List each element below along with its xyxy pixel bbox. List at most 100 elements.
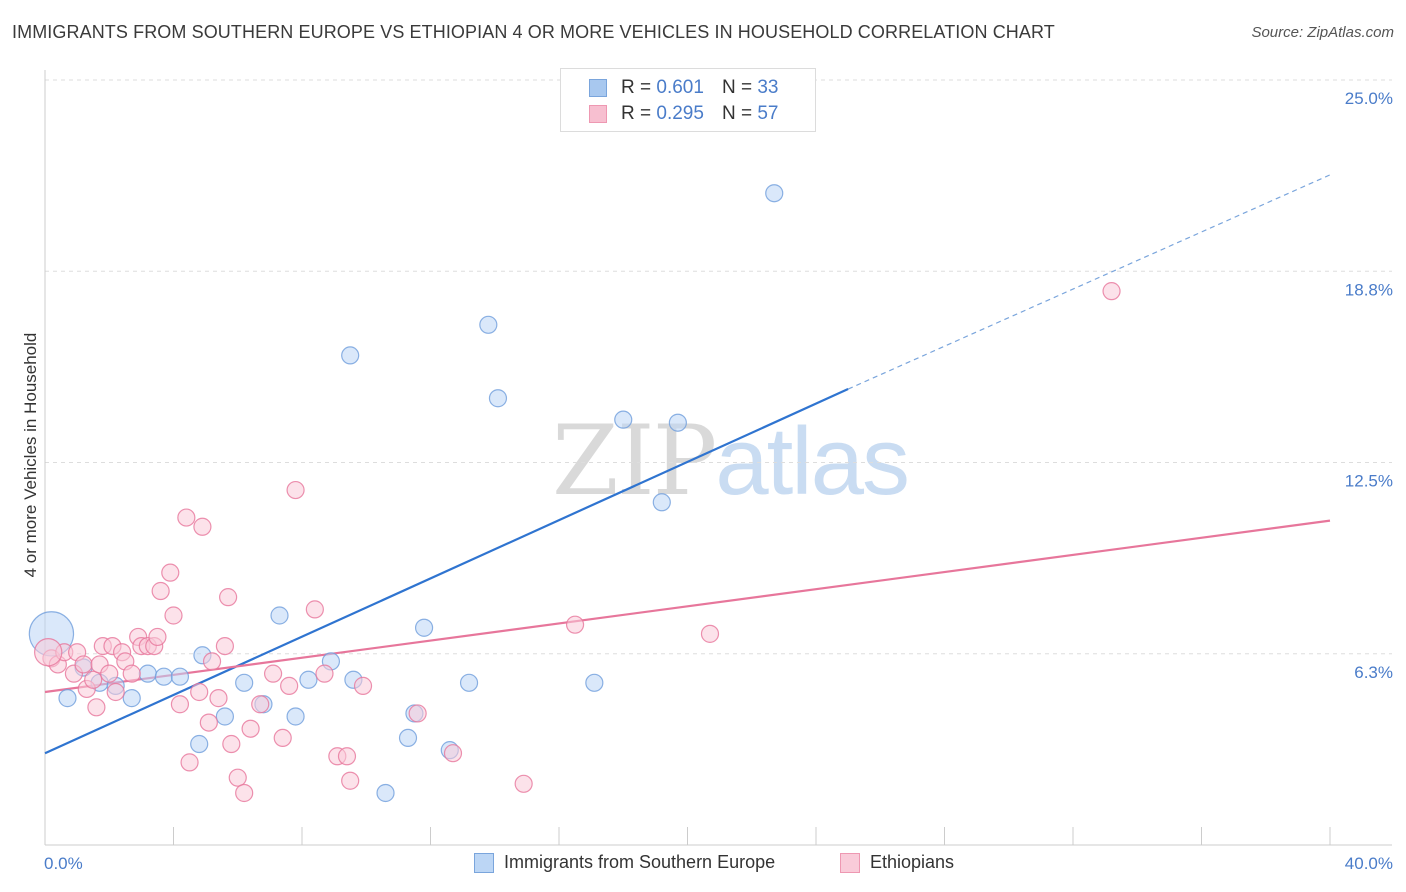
point-ethiopians — [700, 624, 720, 643]
trend-line-ethiopians — [44, 519, 1331, 694]
legend-r-value: 0.295 — [656, 103, 704, 124]
point-southern-europe — [414, 618, 434, 637]
point-ethiopians — [190, 682, 209, 702]
legend-label: Ethiopians — [870, 852, 955, 872]
source-label: Source: ZipAtlas.com — [1251, 24, 1394, 41]
point-ethiopians — [215, 636, 234, 656]
point-southern-europe — [299, 670, 318, 689]
tick-labels: 6.3% 12.5% 18.8% 25.0% 0.0% 40.0% — [44, 89, 1393, 873]
point-ethiopians — [353, 676, 373, 695]
point-ethiopians — [106, 682, 125, 702]
legend-row-southern-europe: R = 0.601 N = 33 — [589, 75, 778, 101]
point-ethiopians — [100, 664, 119, 683]
series-legend: Immigrants from Southern Europe Ethiopia… — [0, 852, 1406, 878]
point-southern-europe — [170, 667, 190, 686]
legend-swatch-pink — [840, 852, 860, 873]
point-ethiopians — [151, 581, 170, 601]
point-ethiopians — [273, 728, 292, 748]
point-ethiopians — [193, 517, 212, 536]
axes — [44, 70, 1392, 846]
point-ethiopians — [148, 627, 167, 647]
point-southern-europe — [376, 783, 395, 803]
point-ethiopians — [177, 508, 196, 527]
point-southern-europe — [154, 667, 173, 686]
legend-n-label: N = — [721, 103, 753, 124]
point-ethiopians — [443, 744, 463, 763]
point-southern-europe — [138, 664, 157, 683]
point-southern-europe — [341, 346, 360, 365]
trend-line-southern-europe-extension — [847, 174, 1331, 390]
y-tick-label: 12.5% — [1345, 472, 1393, 491]
point-ethiopians — [235, 783, 254, 803]
point-southern-europe — [58, 689, 77, 708]
y-tick-label: 18.8% — [1345, 280, 1393, 299]
point-ethiopians — [408, 704, 427, 723]
point-ethiopians — [164, 606, 183, 625]
point-ethiopians — [222, 734, 241, 754]
point-southern-europe — [614, 410, 633, 429]
legend-swatch-blue — [474, 852, 494, 873]
point-ethiopians — [199, 713, 218, 732]
x-tick-label: 40.0% — [1345, 854, 1393, 873]
legend-n-label: N = — [721, 77, 753, 98]
y-tick-label: 25.0% — [1345, 89, 1393, 108]
point-ethiopians — [170, 695, 190, 714]
x-tick-label: 0.0% — [44, 854, 83, 873]
point-southern-europe — [270, 606, 289, 625]
point-ethiopians — [74, 655, 93, 674]
point-ethiopians — [87, 698, 106, 717]
point-ethiopians — [565, 615, 585, 634]
point-southern-europe — [215, 707, 234, 726]
point-ethiopians — [315, 664, 334, 683]
point-southern-europe — [668, 413, 687, 432]
point-southern-europe — [488, 389, 508, 408]
point-ethiopians — [305, 600, 324, 619]
legend-swatch-blue — [589, 79, 607, 97]
legend-r-label: R = — [621, 77, 652, 98]
point-ethiopians — [122, 664, 141, 683]
point-ethiopians — [251, 695, 270, 714]
trend-line-southern-europe — [44, 388, 849, 755]
point-ethiopians — [34, 638, 63, 667]
point-southern-europe — [459, 673, 479, 692]
point-ethiopians — [241, 719, 260, 738]
legend-r-value: 0.601 — [656, 77, 704, 98]
legend-label: Immigrants from Southern Europe — [504, 852, 776, 872]
point-ethiopians — [341, 771, 360, 790]
point-ethiopians — [280, 676, 299, 695]
point-southern-europe — [398, 728, 418, 748]
gridlines — [45, 79, 1392, 655]
point-southern-europe — [286, 707, 305, 726]
point-southern-europe — [585, 673, 604, 692]
legend-r-label: R = — [621, 103, 652, 124]
point-southern-europe — [765, 184, 784, 203]
point-southern-europe — [190, 734, 209, 754]
legend-swatch-pink — [589, 105, 607, 123]
legend-row-ethiopians: R = 0.295 N = 57 — [589, 101, 778, 127]
point-ethiopians — [1102, 282, 1121, 301]
legend-n-value: 57 — [757, 103, 779, 124]
point-southern-europe — [122, 689, 141, 708]
trend-lines — [44, 174, 1331, 755]
legend-n-value: 33 — [757, 77, 779, 98]
point-southern-europe — [652, 493, 671, 512]
point-ethiopians — [263, 664, 283, 683]
point-ethiopians — [286, 480, 305, 500]
point-ethiopians — [180, 753, 199, 772]
point-ethiopians — [84, 670, 103, 689]
point-ethiopians — [337, 747, 357, 766]
legend-item-ethiopians: Ethiopians — [840, 852, 954, 873]
point-ethiopians — [161, 563, 180, 582]
legend-item-southern-europe: Immigrants from Southern Europe — [474, 852, 775, 873]
chart-title: IMMIGRANTS FROM SOUTHERN EUROPE VS ETHIO… — [12, 22, 1055, 42]
point-ethiopians — [202, 652, 222, 671]
data-points — [28, 184, 1121, 803]
point-ethiopians — [219, 588, 238, 607]
point-southern-europe — [235, 673, 254, 692]
correlation-legend: R = 0.601 N = 33 R = 0.295 N = 57 — [560, 68, 816, 132]
y-tick-label: 6.3% — [1354, 663, 1393, 682]
point-southern-europe — [479, 315, 498, 334]
y-axis-label: 4 or more Vehicles in Household — [21, 333, 40, 578]
point-ethiopians — [209, 689, 228, 708]
